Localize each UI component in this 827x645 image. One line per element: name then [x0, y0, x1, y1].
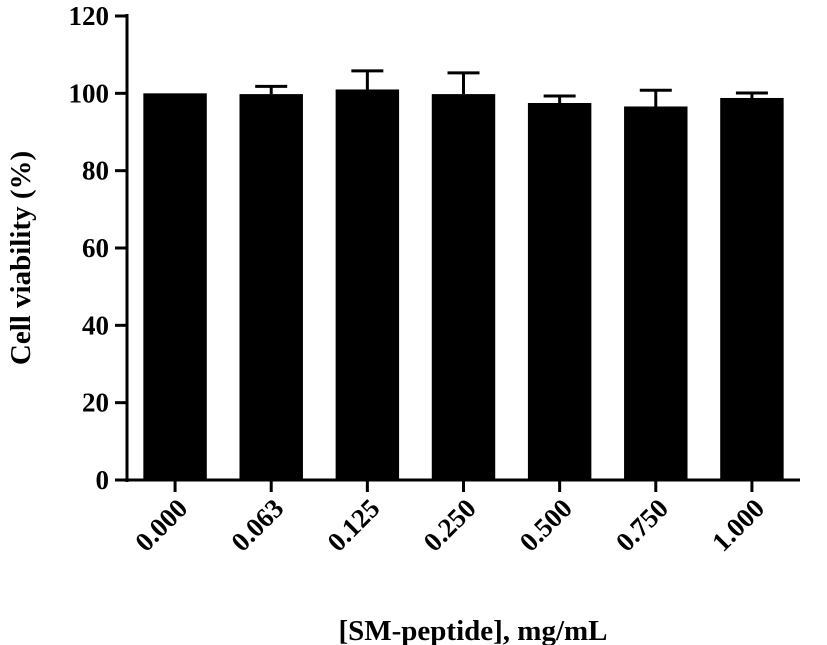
x-axis-title: [SM-peptide], mg/mL: [338, 615, 607, 645]
bar: [239, 94, 303, 481]
y-tick-label: 120: [69, 1, 110, 31]
x-tick-label: 0.500: [514, 493, 578, 557]
y-tick-label: 20: [82, 388, 109, 418]
y-tick-label: 80: [82, 156, 109, 186]
bar: [624, 106, 688, 480]
bar: [720, 97, 784, 481]
bar: [143, 93, 207, 480]
x-tick-label: 1.000: [706, 493, 770, 557]
x-tick-label: 0.000: [129, 493, 193, 557]
y-tick-label: 100: [69, 78, 110, 108]
x-axis: 0.000 0.063 0.125 0.250 0.500 0.750 1.000: [125, 478, 800, 557]
x-tick-label: 0.125: [321, 493, 385, 557]
y-tick-label: 40: [82, 310, 109, 340]
bar: [431, 94, 496, 481]
y-tick-label: 60: [82, 233, 109, 263]
y-axis: 0 20 40 60 80 100 120: [69, 1, 129, 495]
y-tick-label: 0: [96, 465, 110, 495]
bar-series: [143, 69, 784, 481]
x-tick-label: 0.750: [610, 493, 674, 557]
x-tick-label: 0.063: [225, 493, 289, 557]
bar: [527, 103, 592, 480]
bar: [335, 89, 400, 480]
x-tick-label: 0.250: [418, 493, 482, 557]
y-axis-title: Cell viability (%): [5, 151, 37, 365]
